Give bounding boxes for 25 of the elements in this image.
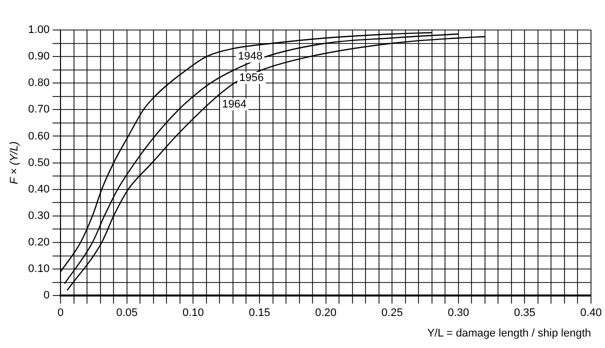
y-axis-title: F × (Y/L) [8,141,21,184]
x-tick-label: 0.40 [580,307,602,320]
x-axis-title: Y/L = damage length / ship length [427,327,591,340]
y-tick-label: 0.30 [28,210,50,222]
series-label: 1956 [239,72,264,84]
y-tick-label: 0.60 [28,130,50,142]
x-tick-label: 0.30 [448,307,470,320]
x-tick-label: 0.10 [182,307,204,320]
x-tick-label: 0.35 [514,307,536,320]
y-tick-label: 1.00 [28,24,50,36]
y-tick-label: 0.70 [28,104,50,116]
x-tick-label: 0 [58,307,64,320]
y-tick-label: 0.80 [28,77,50,90]
series-label: 1964 [222,98,247,110]
x-tick-label: 0.25 [381,307,403,320]
y-tick-label: 0.90 [28,50,50,63]
y-tick-label: 0.10 [28,263,50,276]
y-tick-label: 0.40 [28,183,50,196]
x-tick-label: 0.05 [116,307,138,320]
y-tick-label: 0.20 [28,236,50,249]
y-tick-label: 0.50 [28,156,50,169]
y-tick-label: 0 [43,290,50,302]
series-label: 1948 [238,50,262,63]
x-tick-label: 0.20 [315,307,337,320]
x-tick-label: 0.15 [248,307,270,320]
